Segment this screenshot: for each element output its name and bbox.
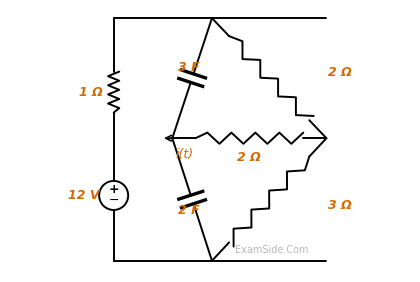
- Text: 3 Ω: 3 Ω: [328, 199, 352, 212]
- Text: 2 F: 2 F: [178, 204, 199, 217]
- Text: 1 Ω: 1 Ω: [79, 86, 102, 99]
- Text: +: +: [108, 183, 119, 197]
- Text: 2 Ω: 2 Ω: [237, 151, 261, 164]
- Text: −: −: [108, 194, 119, 207]
- Text: 2 Ω: 2 Ω: [328, 66, 352, 79]
- Text: ExamSide.Com: ExamSide.Com: [235, 245, 308, 255]
- Text: 12 V: 12 V: [68, 189, 100, 202]
- Text: i(t): i(t): [176, 148, 194, 162]
- Text: 3 F: 3 F: [178, 61, 199, 74]
